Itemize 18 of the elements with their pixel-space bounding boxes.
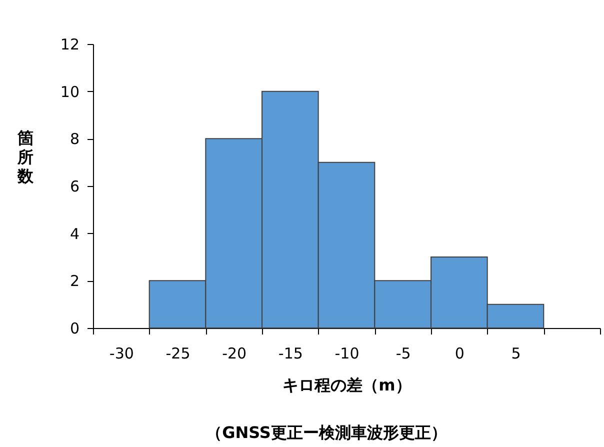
y-axis-title: 箇所数 — [16, 128, 34, 186]
x-tick-label: -15 — [278, 344, 303, 362]
y-tick-label: 8 — [70, 130, 80, 148]
y-tick-label: 2 — [70, 272, 80, 290]
text: （GNSS更正ー検測車波形更正） — [206, 423, 447, 442]
y-tick-label: 0 — [70, 320, 80, 338]
y-tick-label: 4 — [70, 224, 80, 243]
x-tick-label: -5 — [396, 344, 411, 362]
x-tick-label: -30 — [109, 344, 134, 362]
x-tick-label: -20 — [222, 344, 247, 362]
x-tick-label: 0 — [454, 344, 464, 362]
y-tick-label: 6 — [70, 178, 80, 196]
x-axis-title: キロ程の差（m） — [282, 376, 412, 394]
y-tick-label: 10 — [60, 82, 80, 101]
y-tick-label: 12 — [60, 36, 80, 54]
x-tick-label: -10 — [334, 344, 360, 362]
x-tick-label: 5 — [511, 344, 521, 362]
x-tick-label: -25 — [166, 344, 190, 362]
